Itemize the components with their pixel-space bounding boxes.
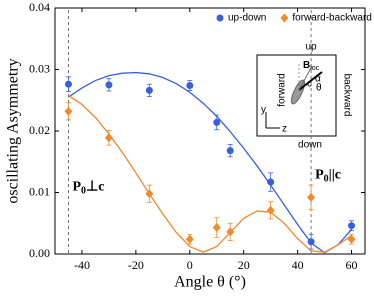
point bbox=[347, 234, 356, 244]
point bbox=[307, 238, 315, 246]
inset-backward: backward bbox=[341, 74, 352, 117]
c-axis bbox=[298, 65, 313, 91]
point bbox=[145, 86, 153, 94]
point bbox=[186, 81, 194, 89]
point bbox=[226, 227, 235, 237]
y-tick-label: 0.01 bbox=[29, 184, 50, 198]
inset-down: down bbox=[298, 140, 322, 151]
field-sub: loc bbox=[310, 65, 319, 72]
annotation-sub: 0 bbox=[324, 174, 329, 185]
inset-c: c bbox=[307, 79, 312, 90]
point bbox=[266, 205, 275, 215]
inset: up down forward backward Bloc α c θ y z bbox=[256, 42, 352, 151]
x-tick-label: 20 bbox=[238, 258, 250, 272]
inset-field: Bloc bbox=[303, 60, 320, 72]
annotation: P0||c bbox=[315, 167, 341, 184]
y-tick-label: 0.04 bbox=[29, 0, 50, 14]
annotation-rest: ⊥c bbox=[86, 180, 104, 195]
x-tick-label: 0 bbox=[187, 258, 193, 272]
y-axis-label: oscillating Asymmetry bbox=[5, 58, 22, 203]
inset-z: z bbox=[282, 124, 287, 135]
x-axis-label: Angle θ (°) bbox=[174, 274, 246, 291]
legend-marker bbox=[216, 14, 224, 22]
legend-marker bbox=[280, 13, 289, 23]
annotation-main: P bbox=[72, 180, 81, 195]
y-tick-label: 0.00 bbox=[29, 246, 50, 260]
x-tick-label: 60 bbox=[346, 258, 358, 272]
y-tick-label: 0.02 bbox=[29, 123, 50, 137]
fit-curve bbox=[68, 94, 352, 253]
x-tick-label: 40 bbox=[292, 258, 304, 272]
annotation: P0⊥c bbox=[72, 180, 104, 197]
point bbox=[348, 222, 356, 230]
x-tick-label: -20 bbox=[128, 258, 144, 272]
point bbox=[212, 223, 221, 233]
point bbox=[185, 234, 194, 244]
point bbox=[267, 178, 275, 186]
annotation-main: P bbox=[315, 167, 324, 182]
point bbox=[213, 118, 221, 126]
point bbox=[64, 106, 73, 116]
field-arrow bbox=[298, 71, 323, 91]
annotation-sub: 0 bbox=[81, 186, 86, 197]
field-label: B bbox=[303, 60, 310, 71]
annotation-rest: ||c bbox=[329, 167, 341, 182]
inset-forward: forward bbox=[277, 73, 288, 106]
point bbox=[105, 81, 113, 89]
point bbox=[226, 147, 234, 155]
point bbox=[64, 80, 72, 88]
x-tick-label: -40 bbox=[74, 258, 90, 272]
inset-y: y bbox=[261, 105, 266, 116]
point bbox=[145, 189, 154, 199]
y-tick-label: 0.03 bbox=[29, 61, 50, 75]
point bbox=[307, 192, 316, 202]
legend-label: up-down bbox=[228, 13, 266, 24]
inset-alpha: α bbox=[315, 74, 321, 85]
point bbox=[104, 133, 113, 143]
fit-curve bbox=[68, 71, 353, 254]
legend-label: forward-backward bbox=[292, 13, 371, 24]
inset-theta: θ bbox=[316, 83, 322, 94]
